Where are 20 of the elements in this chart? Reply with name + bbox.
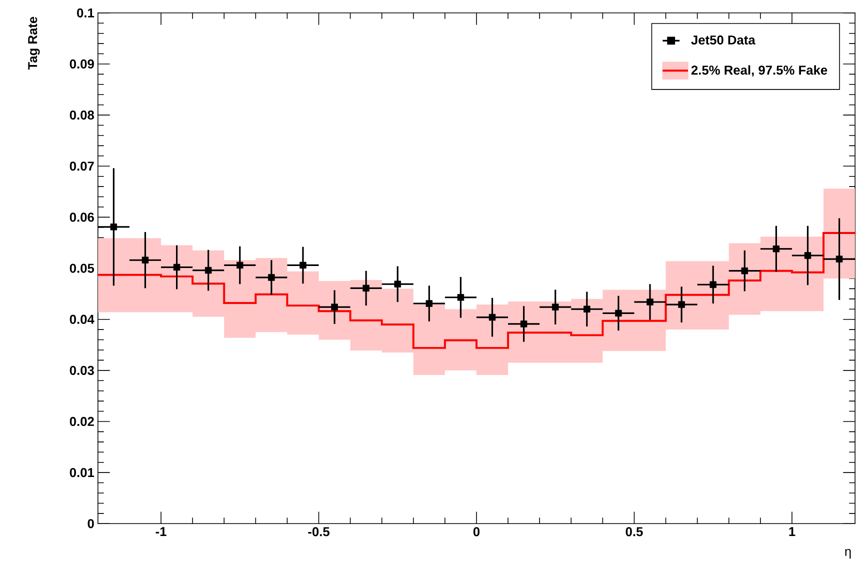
y-tick-label: 0.08 xyxy=(70,110,94,120)
x-tick-label: 0.5 xyxy=(626,526,643,536)
y-tick-label: 0.03 xyxy=(70,366,94,375)
y-tick-label: 0.1 xyxy=(77,8,94,18)
legend-label: 2.5% Real, 97.5% Fake xyxy=(691,65,828,76)
y-tick-label: 0 xyxy=(88,518,94,528)
x-axis-title: η xyxy=(845,548,851,558)
legend-label: Jet50 Data xyxy=(691,35,756,44)
y-tick-label: 0.06 xyxy=(70,212,94,222)
y-tick-label: 0.01 xyxy=(70,468,94,477)
y-tick-label: 0.02 xyxy=(70,416,94,426)
x-tick-label: 0 xyxy=(473,526,480,536)
x-tick-label: 1 xyxy=(789,526,796,536)
x-tick-label: -0.5 xyxy=(308,526,330,536)
y-tick-label: 0.05 xyxy=(70,264,94,273)
x-tick-label: -1 xyxy=(156,526,166,536)
y-tick-label: 0.09 xyxy=(70,59,94,68)
y-axis-title: Tag Rate xyxy=(28,16,40,70)
y-tick-label: 0.07 xyxy=(70,161,94,171)
y-tick-label: 0.04 xyxy=(70,314,94,324)
